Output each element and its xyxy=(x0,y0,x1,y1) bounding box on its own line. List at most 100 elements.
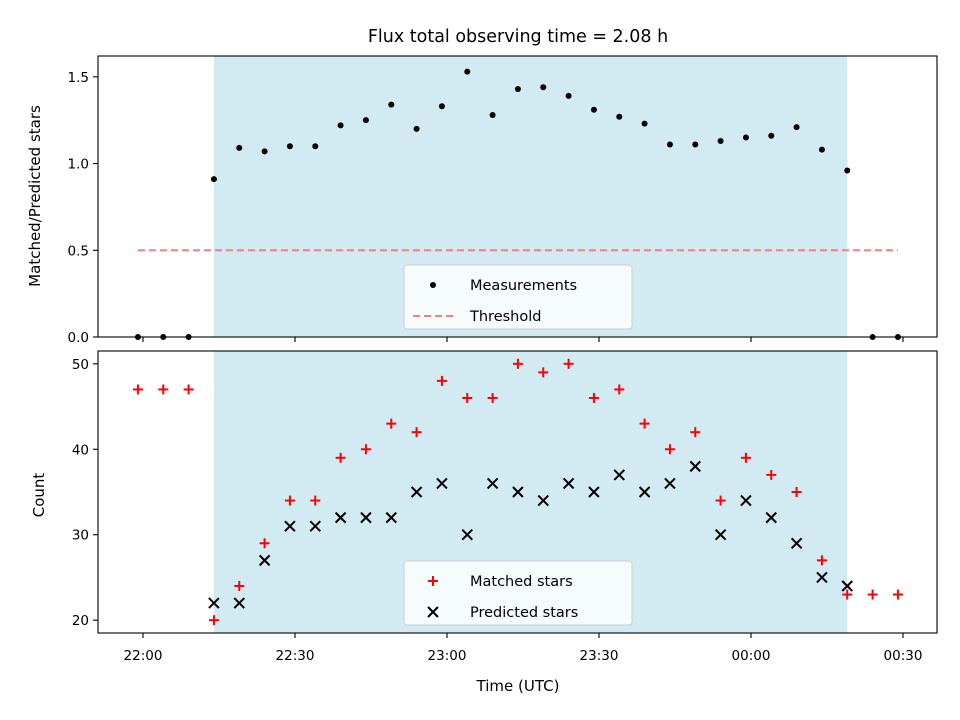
legend: Matched stars Predicted stars xyxy=(403,560,633,626)
measurement-point xyxy=(844,167,851,174)
measurement-point xyxy=(768,132,775,139)
matched-star-point xyxy=(842,589,853,600)
matched-star-point xyxy=(284,495,295,506)
y-tick-label: 30 xyxy=(72,528,89,544)
matched-star-point xyxy=(766,469,777,480)
matched-star-point xyxy=(462,393,473,403)
matched-star-point xyxy=(816,555,827,566)
legend-label: Matched stars xyxy=(470,574,573,590)
y-tick-label: 1.5 xyxy=(68,70,89,86)
y-axis-label-count: Count xyxy=(30,473,48,518)
matched-star-point xyxy=(690,427,701,438)
predicted-star-point xyxy=(360,511,372,524)
measurement-point xyxy=(616,113,623,120)
matched-star-point xyxy=(386,418,397,429)
predicted-star-point xyxy=(638,486,651,498)
matched-star-point xyxy=(183,384,194,395)
measurement-point xyxy=(514,85,521,92)
matched-star-point xyxy=(310,495,321,506)
matched-star-point xyxy=(614,384,625,395)
y-tick-label: 20 xyxy=(72,613,89,629)
matched-star-point xyxy=(360,444,371,455)
predicted-star-point xyxy=(841,580,853,592)
predicted-star-point xyxy=(410,486,423,498)
top-panel: 0.0 0.5 1.0 1.5 Measurements Threshold xyxy=(68,55,938,346)
predicted-star-point xyxy=(714,529,727,541)
chart-title: Flux total observing time = 2.08 h xyxy=(368,27,668,47)
legend-marker-plus xyxy=(428,576,438,586)
measurement-point xyxy=(210,176,217,183)
y-tick-label: 40 xyxy=(72,442,89,458)
matched-star-point xyxy=(588,393,599,403)
bottom-panel: 20 30 40 50 22:00 22:30 23:00 23:30 00:00 00:30 Ma… xyxy=(72,350,938,664)
predicted-star-point xyxy=(816,571,828,584)
x-tick-label: 00:00 xyxy=(732,648,771,664)
legend: Measurements Threshold xyxy=(403,264,633,330)
measurement-point xyxy=(540,84,547,91)
x-tick-label: 23:30 xyxy=(580,648,619,664)
matched-star-point xyxy=(158,384,169,395)
legend-box xyxy=(403,560,633,626)
matched-star-point xyxy=(132,384,143,395)
predicted-star-point xyxy=(664,477,676,490)
matched-star-point xyxy=(411,427,422,438)
x-axis-label: Time (UTC) xyxy=(476,677,560,695)
measurement-point xyxy=(337,122,344,129)
legend-box xyxy=(403,264,633,330)
measurement-point xyxy=(818,146,825,153)
predicted-star-point xyxy=(740,494,752,507)
matched-star-point xyxy=(512,358,523,369)
predicted-star-point xyxy=(461,529,473,541)
series-measurements xyxy=(134,68,901,340)
matched-star-point xyxy=(715,495,726,506)
legend-label: Measurements xyxy=(470,278,577,294)
measurement-point xyxy=(590,106,597,113)
predicted-star-point xyxy=(284,520,296,532)
x-tick-label: 22:30 xyxy=(276,648,315,664)
measurement-point xyxy=(793,124,800,131)
predicted-star-point xyxy=(562,477,575,490)
measurement-point xyxy=(717,137,724,144)
predicted-star-point xyxy=(588,486,600,498)
legend-marker-dot xyxy=(430,282,436,288)
predicted-star-point xyxy=(258,554,271,567)
measurement-point xyxy=(464,68,471,75)
predicted-star-point xyxy=(689,460,701,473)
matched-star-point xyxy=(892,589,903,600)
measurement-point xyxy=(286,143,293,150)
matched-star-point xyxy=(487,393,498,403)
measurement-point xyxy=(312,143,319,150)
measurement-point xyxy=(236,144,243,151)
y-tick-label: 1.0 xyxy=(68,157,89,173)
matched-star-point xyxy=(208,615,219,626)
matched-star-point xyxy=(791,487,802,497)
measurement-point xyxy=(261,148,268,155)
x-tick-label: 00:30 xyxy=(884,648,923,664)
predicted-star-point xyxy=(537,494,549,507)
x-tick-label: 22:00 xyxy=(124,648,163,664)
matched-star-point xyxy=(538,367,549,378)
predicted-star-point xyxy=(436,477,448,490)
series-predicted-stars xyxy=(208,460,853,609)
measurement-point xyxy=(641,120,648,127)
series-matched-stars xyxy=(132,358,903,626)
predicted-star-point xyxy=(233,597,245,609)
predicted-star-point xyxy=(385,511,397,524)
y-tick-label: 0.5 xyxy=(68,243,89,259)
matched-star-point xyxy=(234,581,245,591)
axes-frame xyxy=(97,55,938,338)
measurement-point xyxy=(742,134,749,141)
measurement-point xyxy=(413,125,420,132)
predicted-star-point xyxy=(309,520,321,532)
matched-star-point xyxy=(335,452,346,463)
matched-star-point xyxy=(436,375,447,386)
y-axis-label-ratio: Matched/Predicted stars xyxy=(26,105,44,287)
measurement-point xyxy=(692,141,699,148)
matched-star-point xyxy=(259,538,270,549)
matched-star-point xyxy=(664,444,675,455)
predicted-star-point xyxy=(334,511,347,524)
predicted-star-point xyxy=(512,486,524,498)
predicted-star-point xyxy=(613,469,625,481)
axes-frame xyxy=(97,350,938,634)
